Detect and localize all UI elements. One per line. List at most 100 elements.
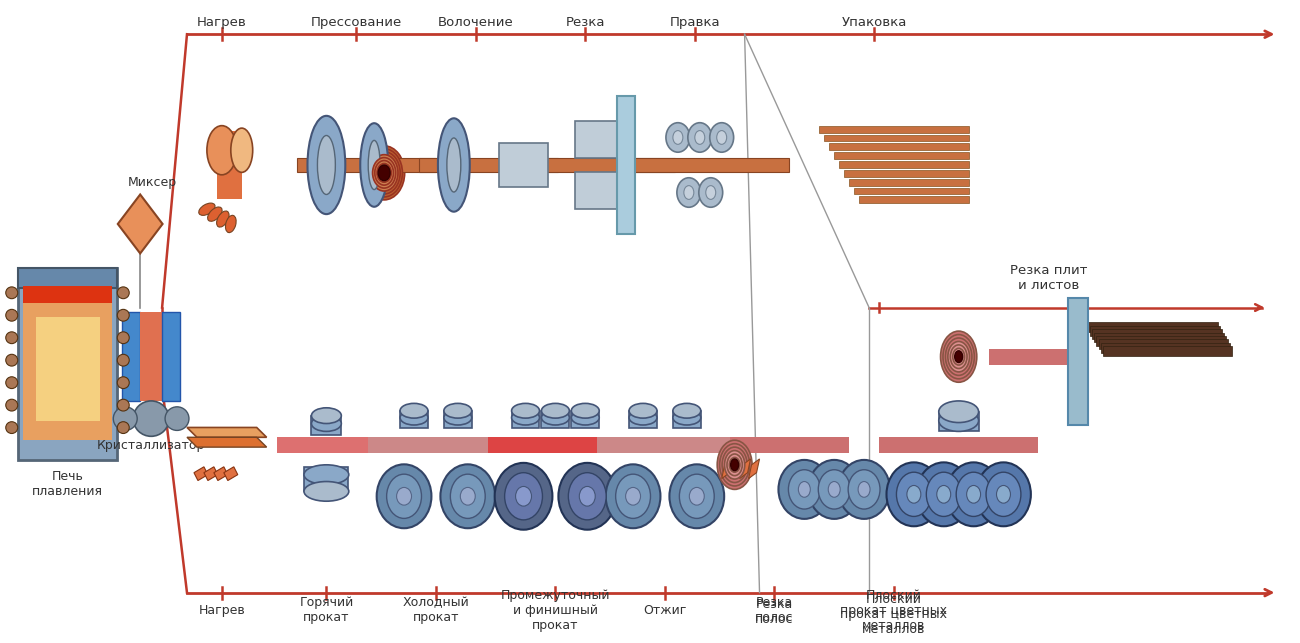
- Ellipse shape: [724, 451, 745, 479]
- FancyBboxPatch shape: [673, 411, 701, 428]
- Circle shape: [133, 401, 169, 437]
- Ellipse shape: [684, 186, 694, 199]
- Circle shape: [5, 354, 18, 366]
- FancyBboxPatch shape: [576, 172, 620, 209]
- FancyBboxPatch shape: [1101, 343, 1230, 353]
- Ellipse shape: [939, 410, 979, 431]
- FancyBboxPatch shape: [618, 96, 636, 234]
- Polygon shape: [749, 459, 759, 478]
- Ellipse shape: [699, 177, 723, 207]
- FancyBboxPatch shape: [824, 134, 968, 141]
- Text: Резка: Резка: [566, 16, 604, 29]
- Ellipse shape: [788, 470, 820, 509]
- Ellipse shape: [710, 123, 733, 152]
- Ellipse shape: [950, 345, 967, 368]
- Ellipse shape: [727, 454, 742, 476]
- FancyBboxPatch shape: [576, 121, 620, 158]
- Ellipse shape: [542, 403, 569, 418]
- FancyBboxPatch shape: [18, 268, 117, 288]
- Circle shape: [113, 407, 138, 430]
- Ellipse shape: [225, 215, 237, 233]
- Ellipse shape: [629, 403, 656, 418]
- FancyBboxPatch shape: [571, 411, 599, 428]
- Ellipse shape: [504, 473, 542, 520]
- FancyBboxPatch shape: [1092, 329, 1222, 339]
- Ellipse shape: [443, 403, 472, 418]
- Ellipse shape: [443, 410, 472, 425]
- Ellipse shape: [217, 211, 229, 227]
- FancyBboxPatch shape: [835, 152, 968, 159]
- FancyBboxPatch shape: [844, 170, 968, 177]
- Ellipse shape: [887, 462, 941, 526]
- Ellipse shape: [967, 485, 980, 503]
- FancyBboxPatch shape: [819, 125, 968, 132]
- Circle shape: [5, 287, 18, 299]
- FancyBboxPatch shape: [1095, 332, 1223, 343]
- Ellipse shape: [374, 161, 394, 185]
- Ellipse shape: [729, 457, 740, 472]
- Text: Промежуточный
и финишный
прокат: Промежуточный и финишный прокат: [500, 589, 610, 632]
- Ellipse shape: [516, 487, 532, 506]
- FancyBboxPatch shape: [140, 312, 162, 401]
- Ellipse shape: [694, 131, 705, 144]
- Circle shape: [117, 399, 129, 411]
- Circle shape: [5, 399, 18, 411]
- Text: Резка плит
и листов: Резка плит и листов: [1010, 264, 1087, 292]
- Ellipse shape: [231, 128, 252, 172]
- Ellipse shape: [666, 123, 690, 152]
- FancyBboxPatch shape: [939, 412, 979, 431]
- FancyBboxPatch shape: [304, 467, 348, 491]
- FancyBboxPatch shape: [849, 179, 968, 186]
- Ellipse shape: [688, 123, 711, 152]
- Ellipse shape: [689, 487, 705, 505]
- FancyBboxPatch shape: [18, 268, 117, 460]
- Ellipse shape: [438, 118, 469, 212]
- Circle shape: [5, 422, 18, 433]
- FancyBboxPatch shape: [1102, 347, 1232, 356]
- Text: Правка: Правка: [670, 16, 720, 29]
- Circle shape: [5, 332, 18, 343]
- Ellipse shape: [512, 410, 540, 425]
- Ellipse shape: [441, 464, 495, 529]
- FancyBboxPatch shape: [597, 437, 733, 453]
- FancyBboxPatch shape: [22, 286, 112, 305]
- Ellipse shape: [568, 473, 606, 520]
- Ellipse shape: [208, 207, 222, 221]
- FancyBboxPatch shape: [829, 143, 968, 150]
- Ellipse shape: [673, 403, 701, 418]
- Ellipse shape: [616, 474, 650, 518]
- FancyBboxPatch shape: [22, 303, 112, 440]
- Polygon shape: [722, 459, 733, 478]
- Text: Плоский
прокат цветных
металлов: Плоский прокат цветных металлов: [841, 589, 948, 632]
- Ellipse shape: [716, 131, 727, 144]
- Ellipse shape: [916, 462, 971, 526]
- Ellipse shape: [818, 470, 850, 509]
- Ellipse shape: [945, 338, 972, 376]
- FancyBboxPatch shape: [630, 158, 789, 172]
- Circle shape: [117, 287, 129, 299]
- Ellipse shape: [606, 464, 660, 529]
- FancyBboxPatch shape: [419, 158, 559, 172]
- Ellipse shape: [400, 403, 428, 418]
- Ellipse shape: [512, 403, 540, 418]
- Text: Печь
плавления: Печь плавления: [32, 471, 103, 498]
- Circle shape: [117, 377, 129, 388]
- Ellipse shape: [838, 460, 890, 519]
- Ellipse shape: [937, 485, 950, 503]
- FancyBboxPatch shape: [296, 158, 436, 172]
- Ellipse shape: [997, 485, 1010, 503]
- Text: Нагрев: Нагрев: [199, 604, 246, 617]
- Text: Упаковка: Упаковка: [841, 16, 906, 29]
- Text: Горячий
прокат: Горячий прокат: [299, 596, 354, 624]
- Ellipse shape: [495, 463, 552, 530]
- Ellipse shape: [976, 462, 1031, 526]
- Ellipse shape: [373, 158, 395, 188]
- FancyBboxPatch shape: [1069, 298, 1088, 426]
- FancyBboxPatch shape: [162, 312, 179, 401]
- FancyBboxPatch shape: [122, 312, 140, 401]
- Text: Волочение: Волочение: [438, 16, 514, 29]
- Text: Холодный
прокат: Холодный прокат: [403, 596, 469, 624]
- Ellipse shape: [312, 415, 342, 431]
- FancyBboxPatch shape: [1096, 336, 1226, 346]
- Ellipse shape: [571, 403, 599, 418]
